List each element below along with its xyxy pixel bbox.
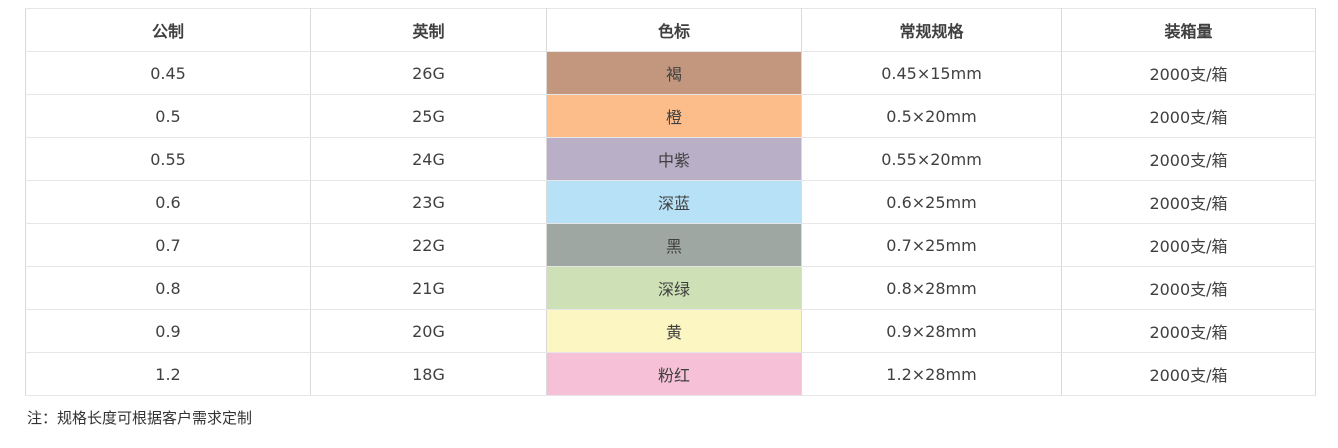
cell-packing: 2000支/箱 [1061, 223, 1316, 267]
cell-metric: 0.6 [25, 180, 311, 224]
cell-spec: 0.7×25mm [801, 223, 1062, 267]
table-row: 1.2 18G 粉红 1.2×28mm 2000支/箱 [25, 352, 1316, 396]
table-row: 0.7 22G 黑 0.7×25mm 2000支/箱 [25, 223, 1316, 267]
cell-gauge: 23G [310, 180, 547, 224]
table-row: 0.55 24G 中紫 0.55×20mm 2000支/箱 [25, 137, 1316, 181]
cell-packing: 2000支/箱 [1061, 94, 1316, 138]
header-metric: 公制 [25, 8, 311, 52]
cell-color-swatch: 橙 [546, 94, 802, 138]
cell-packing: 2000支/箱 [1061, 137, 1316, 181]
cell-metric: 0.8 [25, 266, 311, 310]
cell-color-swatch: 粉红 [546, 352, 802, 396]
cell-spec: 0.5×20mm [801, 94, 1062, 138]
cell-gauge: 20G [310, 309, 547, 353]
cell-gauge: 18G [310, 352, 547, 396]
cell-gauge: 25G [310, 94, 547, 138]
cell-metric: 0.7 [25, 223, 311, 267]
cell-metric: 0.9 [25, 309, 311, 353]
cell-metric: 1.2 [25, 352, 311, 396]
table-row: 0.45 26G 褐 0.45×15mm 2000支/箱 [25, 51, 1316, 95]
cell-packing: 2000支/箱 [1061, 309, 1316, 353]
cell-spec: 1.2×28mm [801, 352, 1062, 396]
table-row: 0.9 20G 黄 0.9×28mm 2000支/箱 [25, 309, 1316, 353]
needle-spec-table: 公制 英制 色标 常规规格 装箱量 0.45 26G 褐 0.45×15mm 2… [25, 8, 1316, 396]
cell-metric: 0.55 [25, 137, 311, 181]
cell-gauge: 22G [310, 223, 547, 267]
cell-gauge: 24G [310, 137, 547, 181]
cell-packing: 2000支/箱 [1061, 180, 1316, 224]
table-row: 0.8 21G 深绿 0.8×28mm 2000支/箱 [25, 266, 1316, 310]
cell-spec: 0.6×25mm [801, 180, 1062, 224]
cell-spec: 0.45×15mm [801, 51, 1062, 95]
cell-color-swatch: 黄 [546, 309, 802, 353]
header-row: 公制 英制 色标 常规规格 装箱量 [25, 8, 1316, 52]
cell-spec: 0.9×28mm [801, 309, 1062, 353]
cell-spec: 0.8×28mm [801, 266, 1062, 310]
header-spec: 常规规格 [801, 8, 1062, 52]
cell-gauge: 21G [310, 266, 547, 310]
table-row: 0.5 25G 橙 0.5×20mm 2000支/箱 [25, 94, 1316, 138]
cell-color-swatch: 中紫 [546, 137, 802, 181]
cell-metric: 0.45 [25, 51, 311, 95]
footnote: 注：规格长度可根据客户需求定制 [27, 409, 253, 427]
cell-packing: 2000支/箱 [1061, 266, 1316, 310]
cell-spec: 0.55×20mm [801, 137, 1062, 181]
cell-metric: 0.5 [25, 94, 311, 138]
header-gauge: 英制 [310, 8, 547, 52]
cell-color-swatch: 深蓝 [546, 180, 802, 224]
table-row: 0.6 23G 深蓝 0.6×25mm 2000支/箱 [25, 180, 1316, 224]
cell-packing: 2000支/箱 [1061, 352, 1316, 396]
cell-color-swatch: 褐 [546, 51, 802, 95]
header-color: 色标 [546, 8, 802, 52]
cell-color-swatch: 深绿 [546, 266, 802, 310]
cell-gauge: 26G [310, 51, 547, 95]
cell-color-swatch: 黑 [546, 223, 802, 267]
cell-packing: 2000支/箱 [1061, 51, 1316, 95]
header-packing: 装箱量 [1061, 8, 1316, 52]
